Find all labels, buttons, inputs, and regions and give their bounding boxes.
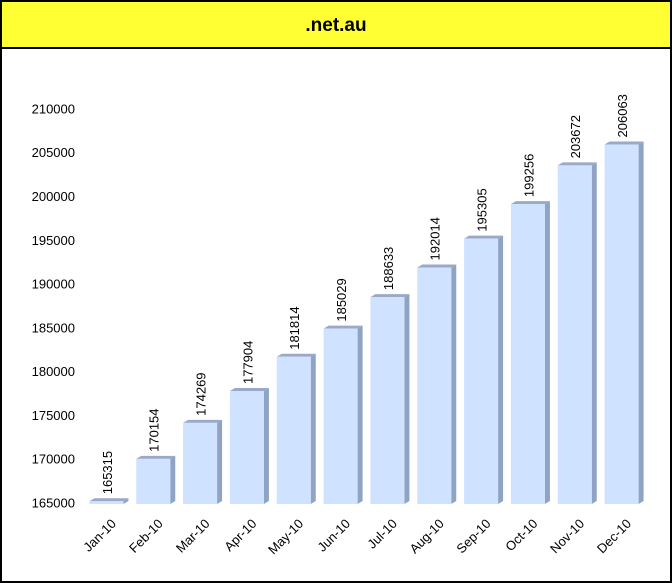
value-label: 181814 xyxy=(287,306,302,349)
bar-top xyxy=(510,201,550,205)
value-label: 170154 xyxy=(147,408,162,451)
value-label: 185029 xyxy=(334,278,349,321)
bar xyxy=(89,501,124,504)
bar xyxy=(183,422,218,504)
bar-top xyxy=(370,294,410,298)
value-label: 203672 xyxy=(568,115,583,158)
bar-top xyxy=(464,235,504,239)
bar-top xyxy=(229,388,269,392)
value-label: 188633 xyxy=(381,247,396,290)
y-tick-label: 180000 xyxy=(32,364,75,379)
bar-side xyxy=(404,294,410,504)
value-label: 192014 xyxy=(428,217,443,260)
bar-top xyxy=(417,264,457,268)
bar xyxy=(417,267,452,504)
bar-side xyxy=(591,162,597,504)
bar-top xyxy=(323,325,363,329)
bar xyxy=(136,458,171,504)
bar-side xyxy=(357,325,363,504)
bar xyxy=(464,238,499,504)
value-label: 177904 xyxy=(240,341,255,384)
y-tick-label: 200000 xyxy=(32,189,75,204)
bar xyxy=(229,391,264,504)
bar-top xyxy=(276,353,316,357)
header xyxy=(0,0,672,49)
value-label: 165315 xyxy=(100,451,115,494)
bar-side xyxy=(170,455,176,504)
y-tick-label: 205000 xyxy=(32,145,75,160)
bar xyxy=(510,204,545,504)
bar-side xyxy=(310,353,316,504)
bar xyxy=(276,356,311,504)
bar-side xyxy=(217,419,223,504)
bar-side xyxy=(638,141,644,504)
value-label: 199256 xyxy=(521,154,536,197)
bar-side xyxy=(544,201,550,504)
bar-side xyxy=(263,388,269,504)
bar xyxy=(557,165,592,504)
y-tick-label: 170000 xyxy=(32,452,75,467)
value-label: 174269 xyxy=(194,372,209,415)
y-tick-label: 190000 xyxy=(32,277,75,292)
bar-top xyxy=(183,419,223,423)
bar xyxy=(323,328,358,504)
value-label: 195305 xyxy=(475,188,490,231)
bar xyxy=(370,297,405,504)
y-tick-label: 185000 xyxy=(32,320,75,335)
y-tick-label: 195000 xyxy=(32,233,75,248)
y-tick-label: 210000 xyxy=(32,101,75,116)
bar-side xyxy=(123,498,129,504)
bar xyxy=(604,144,639,504)
bar-top xyxy=(89,498,129,502)
chart-title: .net.au xyxy=(305,15,366,36)
value-label: 206063 xyxy=(615,94,630,137)
bar-top xyxy=(136,455,176,459)
y-tick-label: 175000 xyxy=(32,408,75,423)
bar-side xyxy=(498,235,504,504)
bar-top xyxy=(557,162,597,166)
bar-side xyxy=(451,264,457,504)
y-tick-label: 165000 xyxy=(32,495,75,510)
bar-top xyxy=(604,141,644,145)
